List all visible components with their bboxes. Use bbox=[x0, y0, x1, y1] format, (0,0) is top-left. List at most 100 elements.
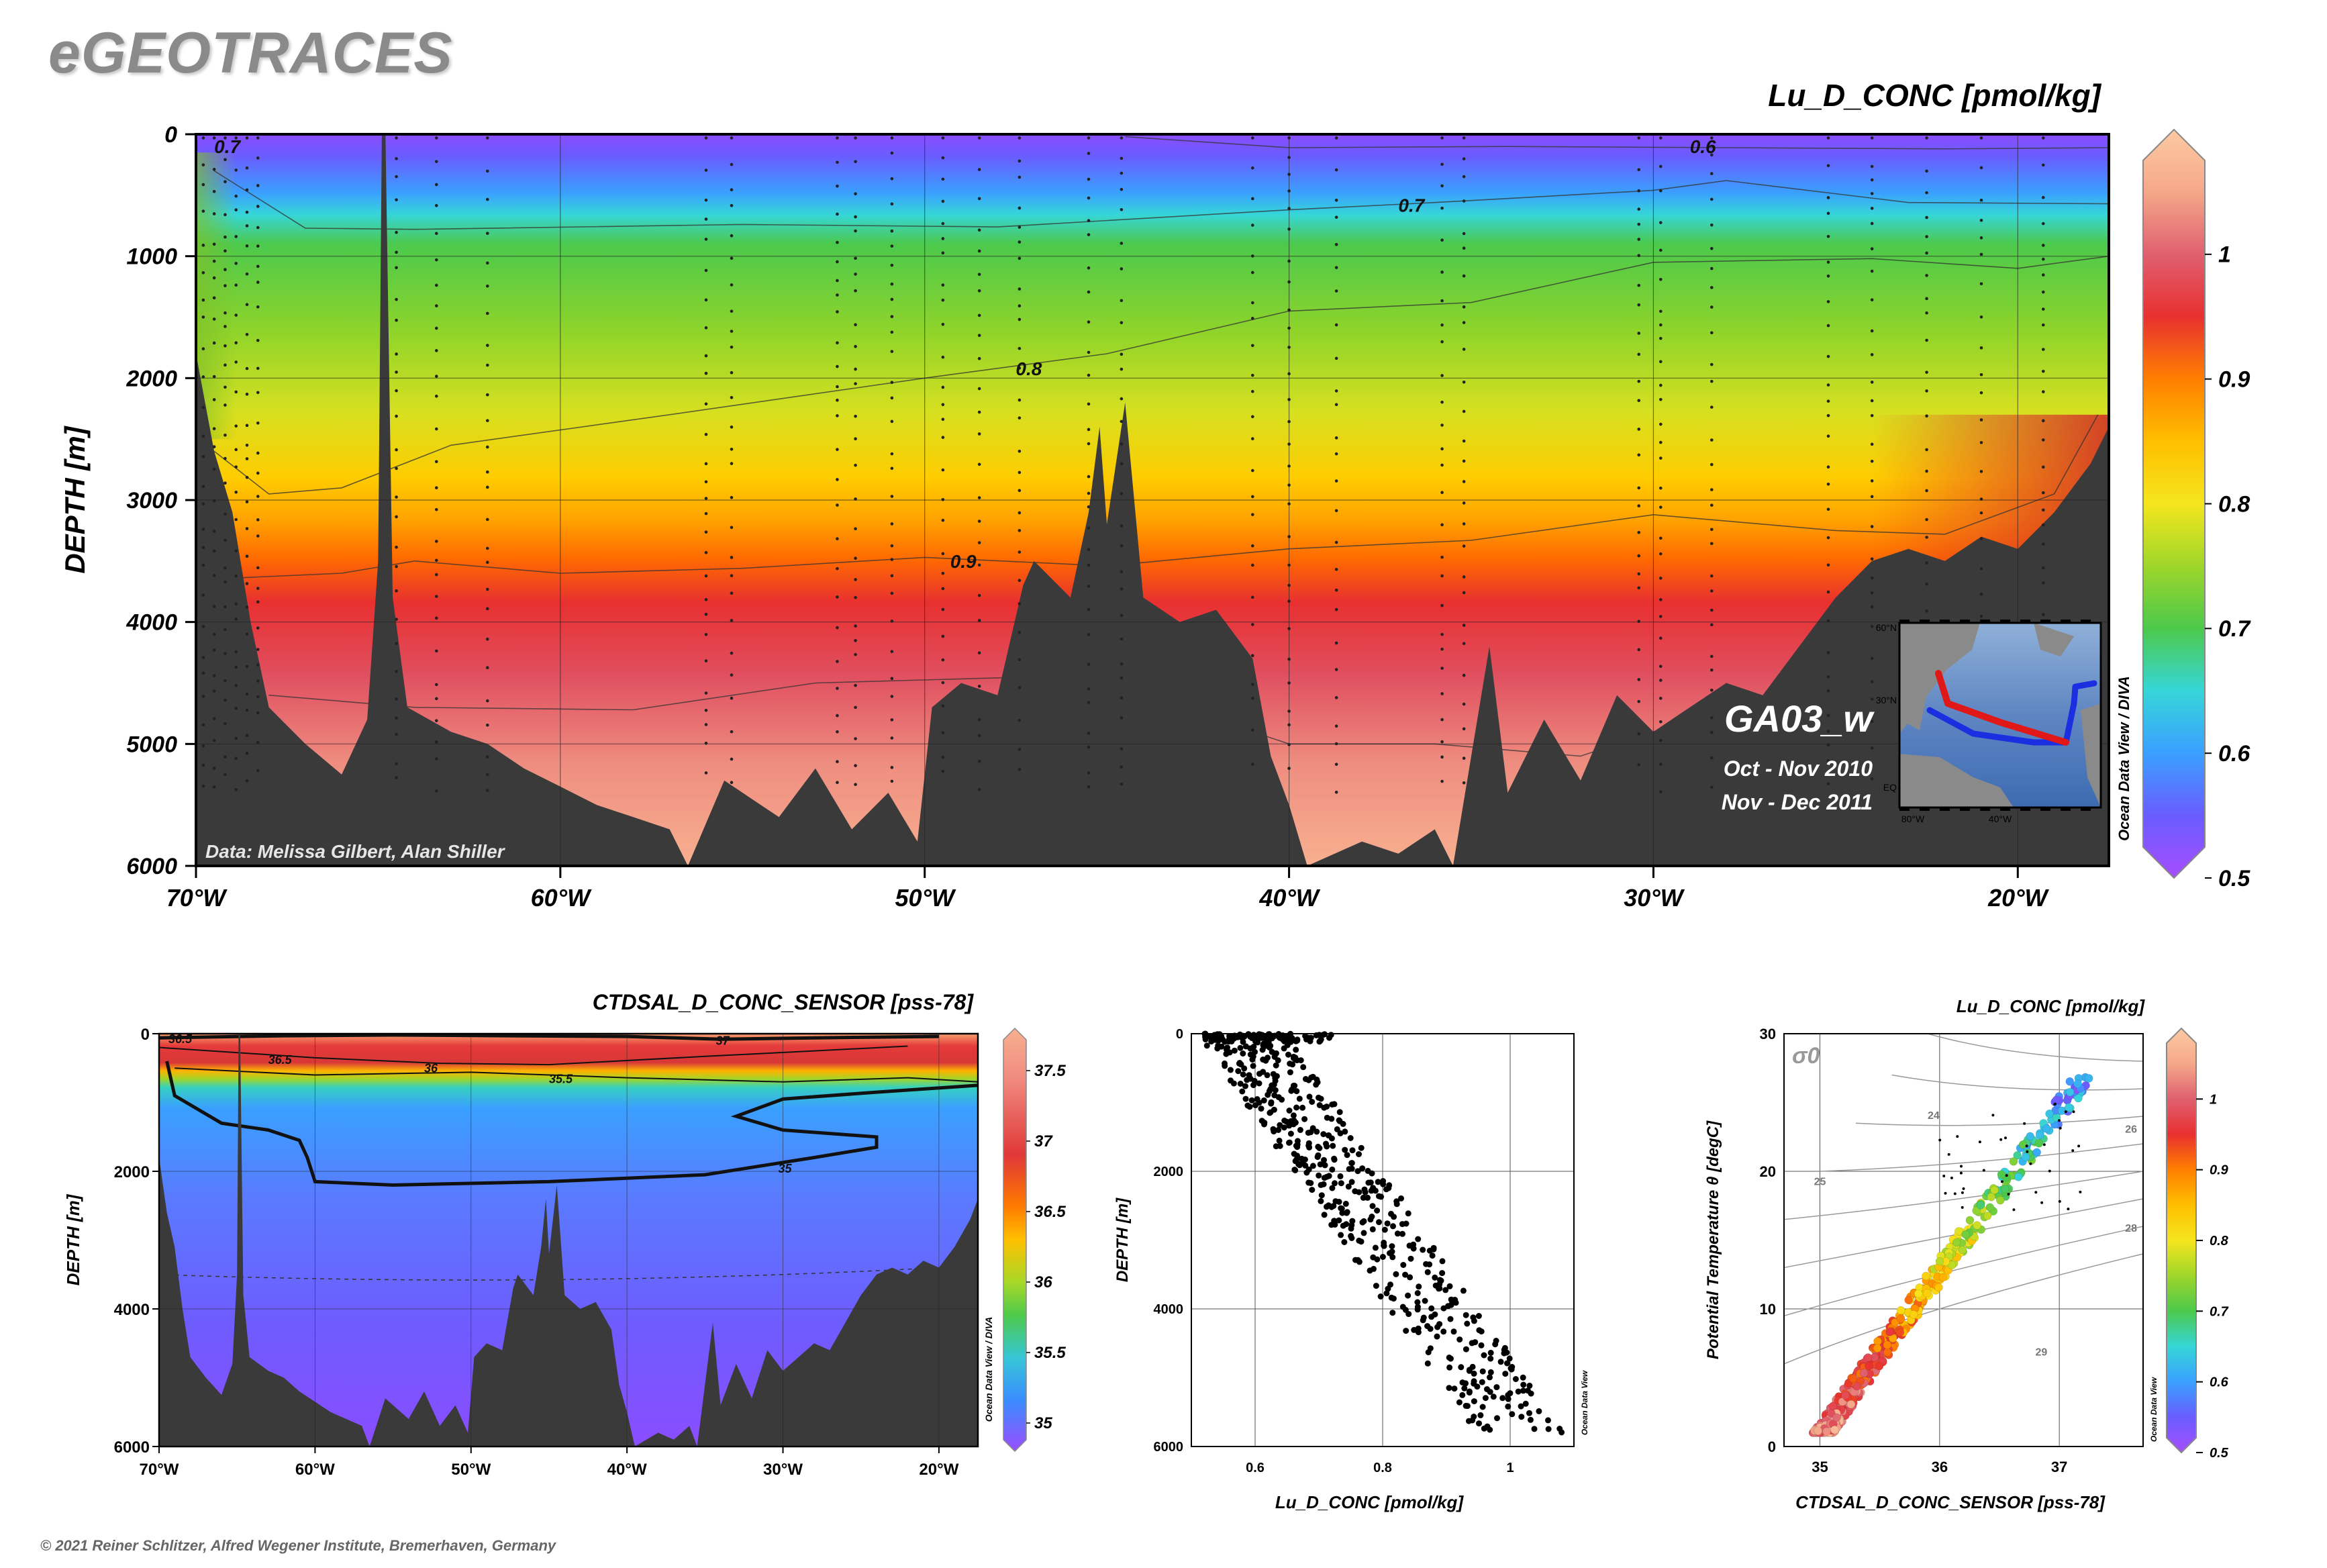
data-point bbox=[1308, 1074, 1315, 1081]
sample-dot bbox=[1462, 459, 1466, 463]
sample-dot bbox=[1870, 136, 1874, 140]
sample-dot bbox=[1870, 413, 1874, 418]
y-tick-label: 4000 bbox=[126, 610, 177, 636]
sample-dot bbox=[234, 390, 238, 394]
sample-dot bbox=[245, 582, 249, 585]
sample-dot bbox=[234, 490, 238, 494]
ts-colorbar-tick-label: 0.6 bbox=[2210, 1375, 2229, 1390]
data-point bbox=[1307, 1034, 1314, 1041]
sample-dot bbox=[1637, 136, 1641, 140]
sample-dot bbox=[395, 589, 398, 593]
data-point bbox=[1948, 1261, 1957, 1269]
data-point bbox=[2057, 1106, 2067, 1116]
sample-dot bbox=[890, 282, 894, 286]
data-point bbox=[1347, 1135, 1354, 1141]
sample-dot bbox=[1826, 758, 1830, 763]
sample-dot bbox=[201, 183, 205, 187]
sample-dot bbox=[1287, 767, 1291, 770]
sample-dot bbox=[730, 425, 734, 429]
data-point bbox=[1289, 1034, 1295, 1041]
data-point bbox=[1287, 1130, 1294, 1137]
inset-scale-tick bbox=[2040, 620, 2050, 623]
sample-dot bbox=[1870, 624, 1874, 628]
sample-dot bbox=[730, 591, 734, 595]
x-tick-label: 20°W bbox=[919, 1461, 958, 1479]
sample-dot bbox=[1018, 630, 1022, 634]
data-point bbox=[1865, 1361, 1873, 1371]
sample-dot bbox=[704, 326, 708, 330]
data-point bbox=[1222, 1063, 1228, 1069]
data-point bbox=[1469, 1363, 1476, 1370]
data-point bbox=[1415, 1329, 1422, 1336]
data-point-small bbox=[1944, 1191, 1947, 1195]
sample-dot bbox=[941, 769, 945, 773]
sample-dot bbox=[485, 485, 489, 489]
sample-dot bbox=[212, 398, 216, 401]
data-point bbox=[2065, 1077, 2075, 1086]
inset-scale-tick bbox=[2020, 620, 2030, 623]
sample-dot bbox=[1120, 587, 1124, 591]
sample-dot bbox=[1462, 781, 1466, 785]
sample-dot bbox=[224, 512, 227, 516]
sample-dot bbox=[245, 392, 249, 396]
sample-dot bbox=[1658, 336, 1663, 340]
data-credit: Data: Melissa Gilbert, Alan Shiller bbox=[205, 841, 506, 862]
data-point bbox=[1331, 1101, 1338, 1108]
sample-dot bbox=[1087, 505, 1091, 509]
sample-dot bbox=[1637, 554, 1641, 558]
data-point-small bbox=[2072, 1110, 2075, 1114]
inset-scale-tick bbox=[1980, 807, 1990, 811]
sample-dot bbox=[1710, 438, 1714, 442]
sample-dot bbox=[256, 711, 260, 715]
sample-dot bbox=[977, 273, 981, 277]
data-point bbox=[1352, 1257, 1358, 1263]
sample-dot bbox=[890, 136, 894, 140]
data-point bbox=[1450, 1328, 1457, 1335]
data-point bbox=[1252, 1102, 1258, 1109]
sample-dot bbox=[245, 665, 249, 669]
sample-dot bbox=[1658, 422, 1663, 426]
data-point-small bbox=[1991, 1114, 1995, 1117]
sample-dot bbox=[256, 366, 260, 371]
sample-dot bbox=[854, 556, 857, 560]
sample-dot bbox=[1440, 340, 1444, 344]
inset-lat-label: 60°N bbox=[1876, 622, 1897, 633]
sample-dot bbox=[730, 309, 734, 313]
sample-dot bbox=[941, 403, 945, 407]
sample-dot bbox=[1658, 383, 1663, 387]
sample-dot bbox=[836, 537, 839, 540]
data-point bbox=[1269, 1048, 1275, 1055]
data-point bbox=[1891, 1318, 1899, 1327]
sample-dot bbox=[836, 310, 839, 313]
data-point bbox=[1293, 1157, 1300, 1163]
sample-dot bbox=[1979, 315, 1983, 319]
sample-dot bbox=[234, 424, 238, 428]
data-point bbox=[1240, 1038, 1246, 1045]
data-point bbox=[1482, 1395, 1489, 1402]
data-point bbox=[1281, 1118, 1288, 1124]
sample-dot bbox=[1979, 136, 1983, 140]
sample-dot bbox=[890, 677, 894, 681]
sample-dot bbox=[1658, 164, 1663, 168]
sample-dot bbox=[201, 298, 205, 302]
sample-dot bbox=[730, 757, 734, 761]
salinity-seafloor bbox=[159, 1034, 978, 1447]
sample-dot bbox=[1440, 206, 1444, 210]
sample-dot bbox=[1087, 266, 1091, 270]
main-colorbar-tick-label: 0.8 bbox=[2218, 491, 2250, 517]
sample-dot bbox=[1287, 228, 1291, 231]
sample-dot bbox=[1018, 304, 1022, 307]
data-point bbox=[1471, 1414, 1477, 1420]
sample-dot bbox=[234, 602, 238, 605]
y-tick-label: 20 bbox=[1760, 1163, 1776, 1180]
sample-dot bbox=[234, 707, 238, 710]
y-tick-label: 2000 bbox=[1154, 1165, 1184, 1179]
data-point bbox=[1374, 1256, 1381, 1263]
sample-dot bbox=[1925, 169, 1928, 173]
sample-dot bbox=[854, 289, 857, 293]
inset-scale-tick bbox=[1899, 807, 1910, 811]
sample-dot bbox=[2041, 508, 2045, 512]
data-point bbox=[1329, 1185, 1336, 1191]
sample-dot bbox=[201, 695, 205, 698]
sample-dot bbox=[1979, 346, 1983, 350]
